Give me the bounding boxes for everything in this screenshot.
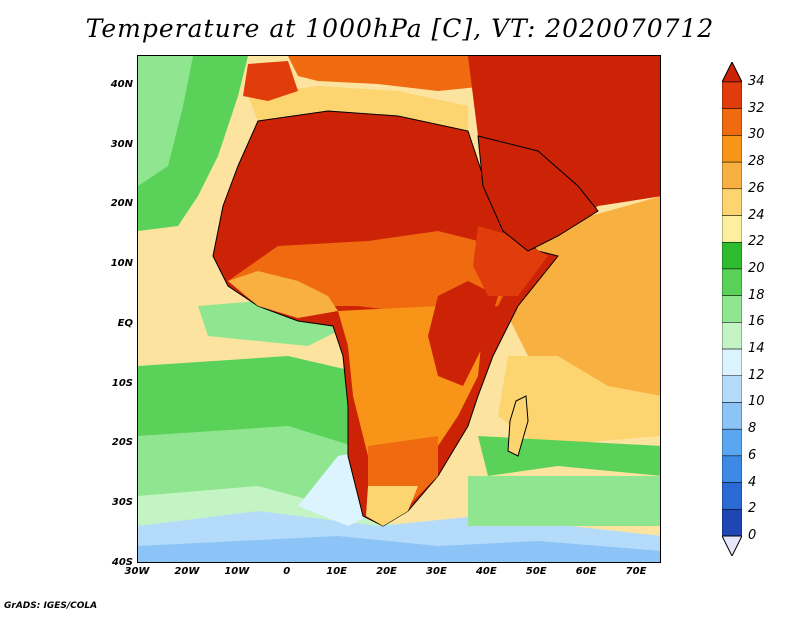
lat-tick-label: 20N <box>110 198 133 210</box>
colorbar-tick-label: 20 <box>748 260 765 276</box>
lon-tick-label: 30E <box>426 566 447 577</box>
europe-north-warm <box>288 56 488 91</box>
lat-tick-label: 10N <box>110 258 133 270</box>
indian-ocean-mild <box>498 356 660 446</box>
southern-ocean-blue <box>138 536 660 562</box>
colorbar-bin <box>722 509 742 537</box>
colorbar-tick-label: 30 <box>748 127 765 143</box>
colorbar-bin <box>722 482 742 510</box>
madagascar <box>507 395 529 457</box>
lat-tick-label: 40N <box>110 78 133 90</box>
lon-tick-label: 10E <box>326 566 347 577</box>
colorbar-tick-label: 22 <box>748 234 765 250</box>
temperature-map <box>137 55 661 563</box>
colorbar-tick-label: 32 <box>748 100 765 116</box>
colorbar-tick-label: 8 <box>748 421 757 437</box>
lon-tick-label: 30W <box>124 566 150 577</box>
colorbar-bin <box>722 348 742 377</box>
lat-tick-label: 40S <box>111 557 133 568</box>
lat-tick-label: 10S <box>111 377 133 389</box>
colorbar-bin <box>722 188 742 216</box>
chart-title: Temperature at 1000hPa [C], VT: 20200707… <box>85 14 715 43</box>
south-indian-light-green <box>468 476 660 526</box>
colorbar-max-arrow <box>722 62 742 83</box>
lat-tick-label: 30S <box>111 497 133 509</box>
west-africa-coast-warm <box>228 271 338 318</box>
lat-tick-label: EQ <box>117 317 133 329</box>
arabian-peninsula <box>477 135 599 252</box>
lon-tick-label: 20W <box>174 566 200 577</box>
colorbar-tick-label: 4 <box>748 474 757 490</box>
lon-tick-label: 0 <box>283 566 291 577</box>
colorbar-bin <box>722 455 742 483</box>
iberia-hot <box>243 61 298 101</box>
south-indian-green <box>478 436 660 476</box>
colorbar-tick-label: 34 <box>748 74 765 89</box>
lon-tick-label: 60E <box>575 566 597 577</box>
credit-text: GrADS: IGES/COLA <box>4 601 98 611</box>
colorbar-bin <box>722 402 742 430</box>
horn-of-africa-red <box>473 226 548 296</box>
colorbar-bin <box>722 161 742 190</box>
colorbar <box>722 62 742 556</box>
colorbar-tick-label: 12 <box>748 367 765 383</box>
colorbar-tick-label: 16 <box>748 314 765 330</box>
colorbar-bin <box>722 295 742 323</box>
lat-tick-label: 20S <box>111 437 133 449</box>
lon-tick-label: 10W <box>224 566 250 577</box>
colorbar-bin <box>722 108 742 136</box>
colorbar-bin <box>722 215 742 243</box>
colorbar-bin <box>722 322 742 350</box>
colorbar-tick-label: 28 <box>748 154 765 170</box>
colorbar-bin <box>722 428 742 457</box>
lon-tick-label: 20E <box>376 566 397 577</box>
colorbar-min-arrow <box>722 535 742 556</box>
colorbar-bin <box>722 135 742 163</box>
south-africa-tip-mild <box>366 486 418 526</box>
colorbar-tick-label: 24 <box>748 207 765 223</box>
colorbar-tick-label: 14 <box>748 341 765 357</box>
colorbar-tick-label: 26 <box>748 180 765 196</box>
lon-tick-label: 70E <box>625 566 647 577</box>
colorbar-bin <box>722 81 742 109</box>
colorbar-tick-label: 2 <box>748 501 757 517</box>
colorbar-bin <box>722 241 742 270</box>
north-atlantic-light-region <box>138 56 193 186</box>
east-africa-hot <box>428 281 498 386</box>
colorbar-tick-label: 18 <box>748 287 765 303</box>
lon-tick-label: 40E <box>475 566 497 577</box>
colorbar-tick-label: 0 <box>748 528 757 543</box>
colorbar-bin <box>722 268 742 296</box>
colorbar-tick-label: 10 <box>748 394 765 410</box>
lon-tick-label: 50E <box>525 566 547 577</box>
lat-tick-label: 30N <box>110 138 133 150</box>
colorbar-tick-label: 6 <box>748 447 757 463</box>
colorbar-bin <box>722 375 742 403</box>
